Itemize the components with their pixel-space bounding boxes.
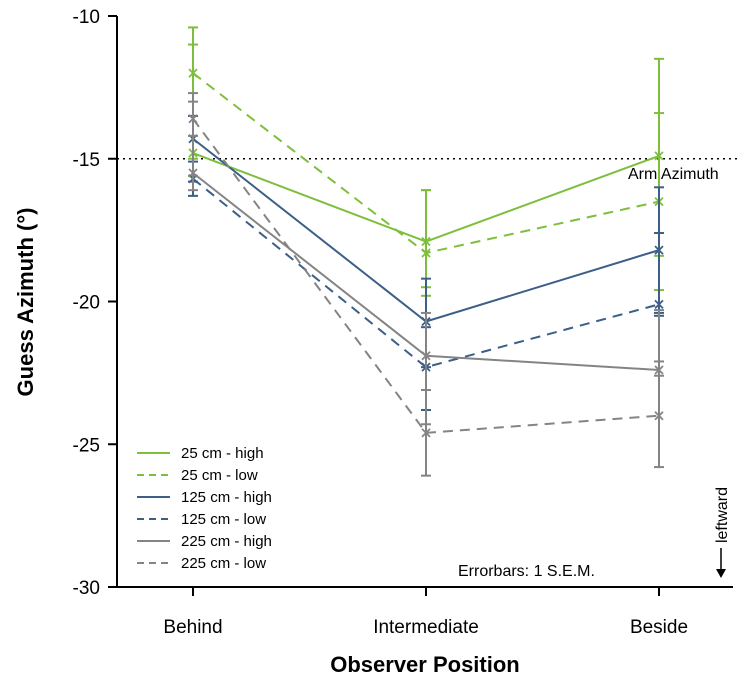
series-line	[192, 177, 660, 369]
y-tick-label: -10	[73, 7, 100, 28]
data-point	[421, 351, 431, 361]
data-point	[188, 114, 198, 124]
errorbar-note: Errorbars: 1 S.E.M.	[458, 563, 595, 580]
data-point	[421, 248, 431, 258]
y-axis-title: Guess Azimuth (°)	[13, 208, 38, 397]
y-tick-label: -15	[73, 150, 100, 171]
y-tick-label: -25	[73, 435, 100, 456]
direction-arrow-head	[716, 569, 726, 578]
x-tick-label: Beside	[630, 617, 688, 638]
x-ticks: Behind Intermediate Beside	[163, 587, 688, 638]
legend-label: 125 cm - high	[181, 489, 272, 506]
y-ticks: -10 -15 -20 -25 -30	[73, 7, 117, 599]
direction-indicator: leftward	[714, 487, 731, 578]
y-tick-label: -20	[73, 293, 100, 314]
x-tick-label: Intermediate	[373, 617, 479, 638]
series-1	[188, 43, 664, 297]
series-group	[188, 26, 664, 477]
legend-label: 125 cm - low	[181, 511, 266, 528]
data-point	[188, 68, 198, 78]
legend: 25 cm - high 25 cm - low 125 cm - high 125 …	[137, 445, 272, 572]
x-axis-title: Observer Position	[330, 652, 520, 677]
y-tick-label: -30	[73, 578, 100, 599]
legend-label: 225 cm - high	[181, 533, 272, 550]
data-point	[654, 299, 664, 309]
data-point	[421, 428, 431, 438]
data-point	[188, 168, 198, 178]
legend-label: 25 cm - high	[181, 445, 264, 462]
data-point	[654, 411, 664, 421]
series-4	[188, 92, 664, 426]
reference-line-label: Arm Azimuth	[628, 166, 719, 183]
x-tick-label: Behind	[163, 617, 222, 638]
legend-label: 25 cm - low	[181, 467, 258, 484]
direction-label: leftward	[714, 487, 731, 543]
series-5	[188, 100, 664, 477]
legend-label: 225 cm - low	[181, 555, 266, 572]
